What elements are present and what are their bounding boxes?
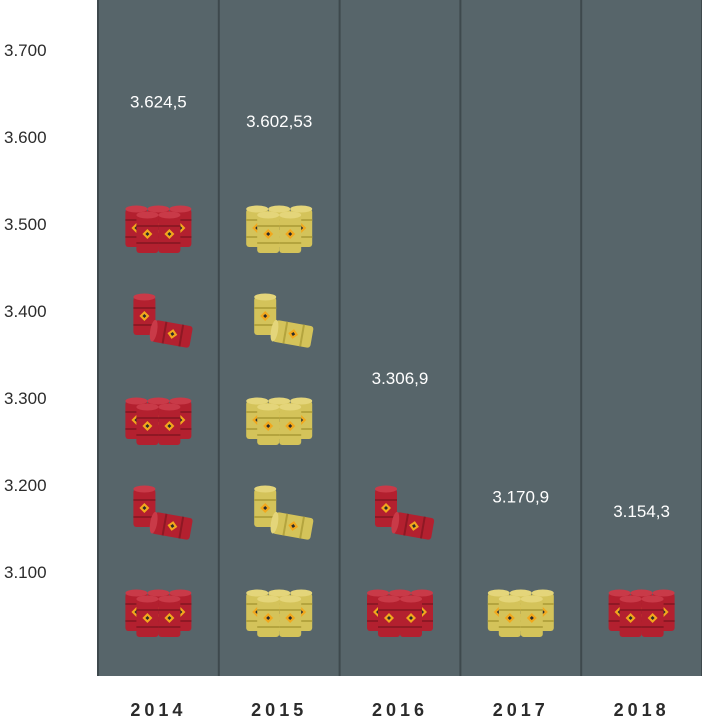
barrel-cluster <box>125 205 192 253</box>
barrel-cluster <box>246 205 313 253</box>
x-tick-label: 2016 <box>372 700 428 720</box>
y-tick-label: 3.300 <box>4 389 47 408</box>
barrel-cluster <box>367 589 433 637</box>
x-tick-label: 2018 <box>614 700 670 720</box>
x-tick-label: 2015 <box>251 700 307 720</box>
data-label: 3.306,9 <box>372 369 429 388</box>
x-tick-label: 2017 <box>493 700 549 720</box>
y-tick-label: 3.100 <box>4 563 47 582</box>
y-tick-label: 3.200 <box>4 476 47 495</box>
bar <box>608 589 675 637</box>
bar <box>487 589 554 637</box>
data-label: 3.154,3 <box>613 502 670 521</box>
barrel-cluster <box>246 589 313 637</box>
barrel-cluster <box>125 589 192 637</box>
x-tick-label: 2014 <box>130 700 186 720</box>
barrel-cluster <box>487 589 554 637</box>
barrel-cluster <box>125 397 192 445</box>
y-tick-label: 3.500 <box>4 215 47 234</box>
data-label: 3.170,9 <box>492 487 549 506</box>
barrel-cluster <box>246 397 313 445</box>
data-label: 3.602,53 <box>246 112 312 131</box>
y-tick-label: 3.700 <box>4 41 47 60</box>
data-label: 3.624,5 <box>130 93 187 112</box>
y-tick-label: 3.400 <box>4 302 47 321</box>
plot-background <box>98 0 702 676</box>
barrel-cluster <box>608 589 675 637</box>
y-tick-label: 3.600 <box>4 128 47 147</box>
